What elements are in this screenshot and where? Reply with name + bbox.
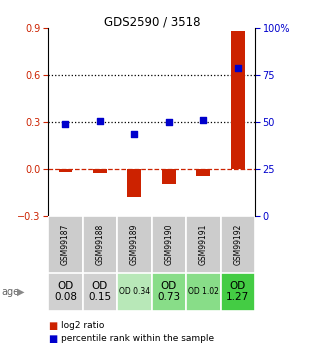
Bar: [128, 169, 141, 197]
Text: OD
1.27: OD 1.27: [226, 281, 249, 302]
Text: age: age: [2, 287, 20, 296]
Bar: [117, 273, 152, 310]
Text: GSM99188: GSM99188: [95, 224, 104, 265]
Text: OD 0.34: OD 0.34: [119, 287, 150, 296]
Text: GSM99190: GSM99190: [164, 223, 173, 265]
Bar: [162, 169, 176, 184]
Bar: [231, 31, 245, 169]
Text: OD
0.15: OD 0.15: [88, 281, 111, 302]
Bar: [48, 216, 83, 273]
Bar: [83, 216, 117, 273]
Text: OD
0.08: OD 0.08: [54, 281, 77, 302]
Bar: [220, 216, 255, 273]
Bar: [152, 216, 186, 273]
Bar: [93, 169, 107, 173]
Point: [63, 121, 68, 127]
Text: ■: ■: [48, 321, 58, 331]
Text: ■: ■: [48, 334, 58, 344]
Text: GSM99192: GSM99192: [233, 224, 242, 265]
Bar: [186, 216, 220, 273]
Bar: [48, 273, 83, 310]
Text: ▶: ▶: [17, 287, 25, 296]
Text: OD
0.73: OD 0.73: [157, 281, 180, 302]
Bar: [152, 273, 186, 310]
Text: GSM99189: GSM99189: [130, 224, 139, 265]
Point: [201, 117, 206, 123]
Text: GDS2590 / 3518: GDS2590 / 3518: [104, 16, 201, 29]
Text: GSM99191: GSM99191: [199, 224, 208, 265]
Bar: [58, 169, 72, 172]
Bar: [83, 273, 117, 310]
Bar: [220, 273, 255, 310]
Text: log2 ratio: log2 ratio: [61, 321, 104, 330]
Text: OD 1.02: OD 1.02: [188, 287, 219, 296]
Text: GSM99187: GSM99187: [61, 224, 70, 265]
Bar: [197, 169, 210, 176]
Text: percentile rank within the sample: percentile rank within the sample: [61, 334, 214, 343]
Bar: [186, 273, 220, 310]
Bar: [117, 216, 152, 273]
Point: [235, 65, 240, 70]
Point: [132, 131, 137, 137]
Point: [97, 118, 102, 124]
Point: [166, 120, 171, 125]
